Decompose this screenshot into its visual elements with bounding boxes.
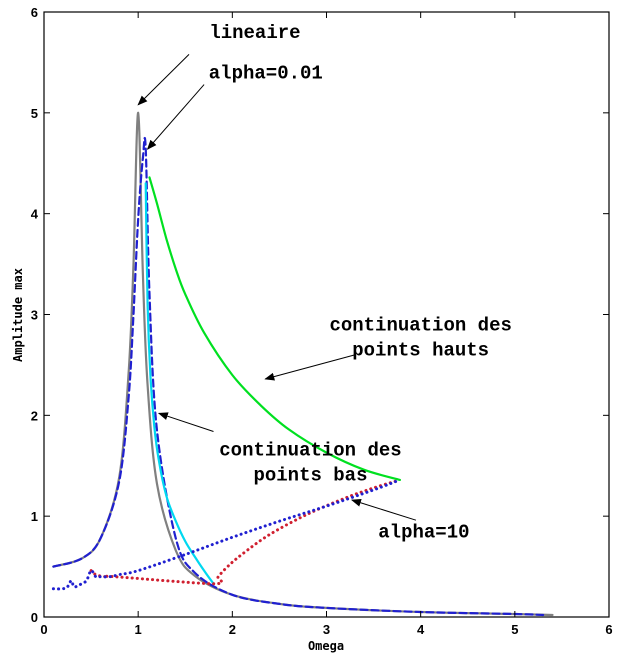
annotation-1: lineaire <box>137 22 301 106</box>
annotation-arrow <box>157 412 214 432</box>
annotation-arrow <box>350 498 417 521</box>
y-tick-label: 2 <box>31 408 38 423</box>
annotation-arrow <box>264 354 355 381</box>
annotation-arrow <box>137 53 190 106</box>
x-tick-label: 3 <box>323 622 330 637</box>
y-tick-label: 0 <box>31 610 38 625</box>
annotation-text: alpha=0.01 <box>209 63 323 85</box>
y-tick-label: 6 <box>31 5 38 20</box>
tick-layer: 0 1 2 3 4 5 6 0 1 2 3 4 5 6 <box>31 5 613 637</box>
annotation-layer: lineaire alpha=0.01 continuation des points… <box>137 22 512 543</box>
y-tick-label: 3 <box>31 308 38 323</box>
plot-background <box>44 12 609 617</box>
annotation-arrow <box>146 84 205 150</box>
annotation-text: continuation des <box>329 315 511 337</box>
x-tick-label: 1 <box>135 622 142 637</box>
x-tick-label: 5 <box>511 622 518 637</box>
x-tick-label: 2 <box>229 622 236 637</box>
x-tick-label: 0 <box>40 622 47 637</box>
annotation-4: continuation des points bas <box>157 412 402 487</box>
x-axis-label: Omega <box>308 639 344 653</box>
x-tick-label: 4 <box>417 622 425 637</box>
annotation-5: alpha=10 <box>350 498 470 543</box>
series-layer <box>51 111 554 617</box>
y-axis-label: Amplitude max <box>11 268 25 362</box>
annotation-text: alpha=10 <box>378 521 469 543</box>
annotation-text: points bas <box>253 465 367 487</box>
annotation-text: points hauts <box>352 340 489 362</box>
annotation-text: continuation des <box>219 440 401 462</box>
annotation-text: lineaire <box>209 22 300 44</box>
series-line-3 <box>144 182 215 585</box>
series-line-6 <box>51 478 402 591</box>
y-tick-label: 5 <box>31 106 38 121</box>
x-tick-label: 6 <box>605 622 612 637</box>
annotation-3: continuation des points hauts <box>264 315 512 381</box>
series-line-2 <box>52 137 545 617</box>
series-line-4 <box>148 176 401 481</box>
annotation-2: alpha=0.01 <box>146 63 323 150</box>
y-tick-label: 1 <box>31 509 38 524</box>
y-tick-label: 4 <box>31 207 39 222</box>
